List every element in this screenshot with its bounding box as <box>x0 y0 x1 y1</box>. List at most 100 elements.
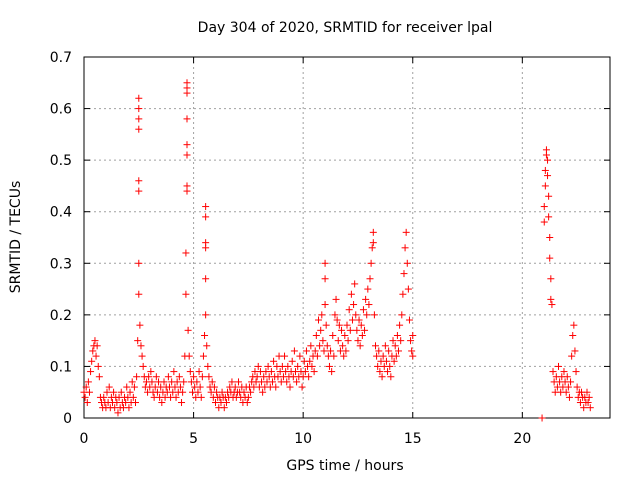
data-point <box>135 187 143 195</box>
data-point <box>288 357 296 365</box>
data-point <box>180 378 188 386</box>
y-tick-label: 0.7 <box>50 50 72 66</box>
data-point <box>375 347 383 355</box>
data-point <box>164 373 172 381</box>
data-point <box>396 321 404 329</box>
data-point <box>398 311 406 319</box>
data-point <box>401 244 409 252</box>
data-point <box>202 275 210 283</box>
data-point <box>247 388 255 396</box>
data-point <box>355 316 363 324</box>
data-point <box>83 399 91 407</box>
data-point <box>204 362 212 370</box>
y-tick-label: 0.6 <box>50 102 72 118</box>
data-point <box>158 399 166 407</box>
data-point <box>568 352 576 360</box>
data-point <box>139 362 147 370</box>
data-point <box>331 311 339 319</box>
data-point <box>322 321 330 329</box>
data-point <box>138 352 146 360</box>
data-point <box>374 362 382 370</box>
data-point <box>393 331 401 339</box>
chart-title: Day 304 of 2020, SRMTID for receiver lpa… <box>198 20 493 36</box>
data-point <box>264 362 272 370</box>
data-point <box>298 383 306 391</box>
y-tick-label: 0.5 <box>50 153 72 169</box>
data-point <box>409 331 417 339</box>
data-point <box>310 368 318 376</box>
data-point <box>301 368 309 376</box>
data-point <box>305 373 313 381</box>
data-point <box>231 383 239 391</box>
data-point <box>135 290 143 298</box>
data-point <box>323 342 331 350</box>
data-point <box>366 275 374 283</box>
data-point <box>408 347 416 355</box>
data-point <box>183 141 191 149</box>
data-point <box>321 275 329 283</box>
data-point <box>547 275 555 283</box>
data-point <box>296 352 304 360</box>
data-point <box>194 388 202 396</box>
data-point <box>399 290 407 298</box>
data-point <box>382 357 390 365</box>
data-point <box>134 337 142 345</box>
data-point <box>137 342 145 350</box>
data-point <box>145 373 153 381</box>
data-point <box>160 378 168 386</box>
data-point <box>114 409 122 417</box>
data-point <box>330 352 338 360</box>
data-point <box>186 368 194 376</box>
data-point <box>540 218 548 226</box>
data-point <box>321 301 329 309</box>
data-point <box>585 393 593 401</box>
data-point <box>244 393 252 401</box>
data-point <box>358 331 366 339</box>
plot-frame <box>83 56 611 419</box>
data-point <box>315 316 323 324</box>
data-point <box>328 368 336 376</box>
data-point <box>391 342 399 350</box>
data-point <box>170 368 178 376</box>
data-point <box>272 383 280 391</box>
data-point <box>347 290 355 298</box>
data-point <box>243 399 251 407</box>
data-point <box>316 342 324 350</box>
x-axis-label: GPS time / hours <box>286 458 403 474</box>
data-point <box>389 337 397 345</box>
data-point <box>359 306 367 314</box>
data-point <box>182 249 190 257</box>
x-tick-label: 15 <box>404 431 422 447</box>
data-point <box>306 357 314 365</box>
data-point <box>342 347 350 355</box>
data-point <box>571 347 579 355</box>
data-point <box>202 203 210 211</box>
data-point <box>329 331 337 339</box>
data-point <box>341 331 349 339</box>
data-point <box>344 337 352 345</box>
data-point <box>541 182 549 190</box>
y-tick-label: 0.1 <box>50 359 72 375</box>
data-point <box>545 213 553 221</box>
data-point <box>210 383 218 391</box>
data-point <box>136 321 144 329</box>
data-point <box>317 326 325 334</box>
x-tick-label: 0 <box>80 431 89 447</box>
data-point <box>208 378 216 386</box>
data-point <box>318 311 326 319</box>
data-point <box>546 254 554 262</box>
data-point <box>369 228 377 236</box>
data-point <box>254 362 262 370</box>
data-point <box>135 115 143 123</box>
points-layer <box>80 79 594 422</box>
data-point <box>368 244 376 252</box>
data-point <box>560 368 568 376</box>
data-point <box>253 373 261 381</box>
data-point <box>402 228 410 236</box>
data-point <box>563 373 571 381</box>
data-point <box>384 368 392 376</box>
data-point <box>270 357 278 365</box>
data-point <box>135 94 143 102</box>
data-point <box>405 316 413 324</box>
data-point <box>573 383 581 391</box>
